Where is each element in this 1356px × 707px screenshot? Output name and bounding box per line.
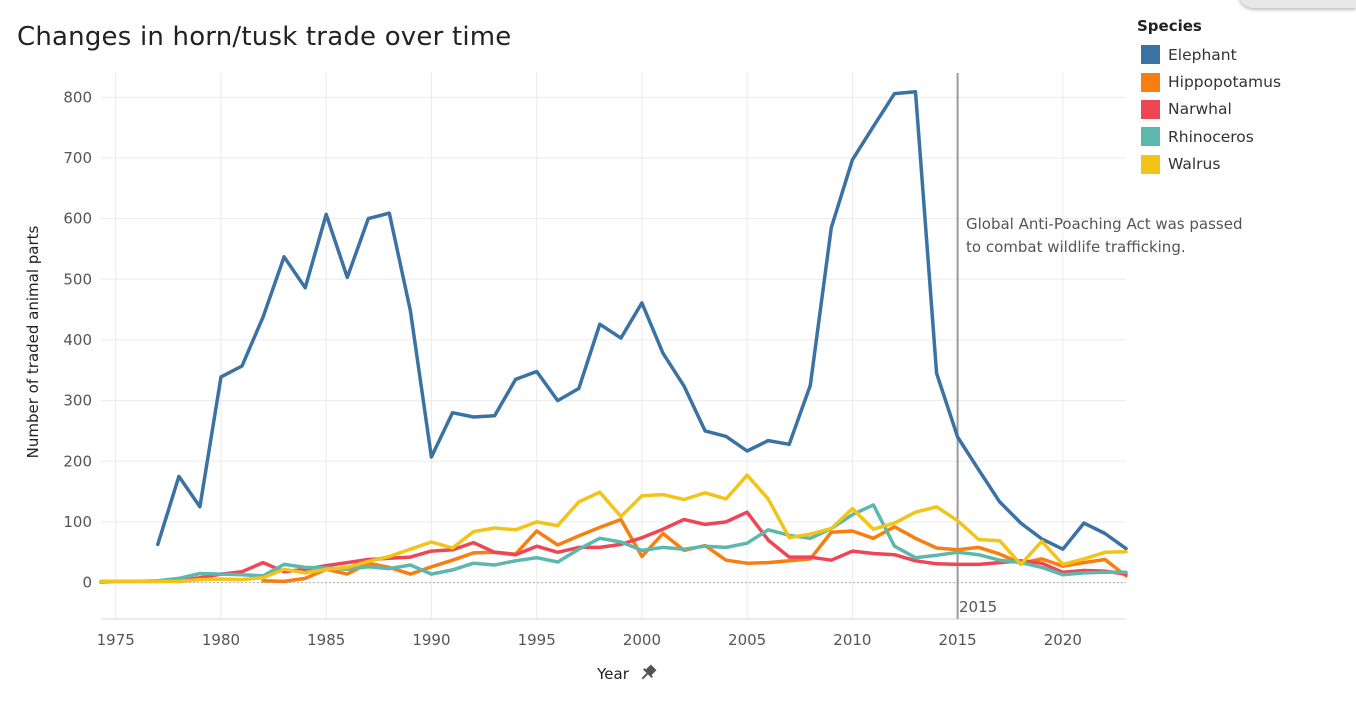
legend-swatch-hippopotamus [1141,72,1160,92]
legend-label: Narwhal [1168,100,1232,119]
legend-swatch-rhinoceros [1141,127,1160,147]
legend-item-hippopotamus[interactable]: Hippopotamus [1137,68,1337,95]
y-tick-label: 800 [63,88,92,106]
y-tick-label: 500 [63,270,92,288]
legend-label: Elephant [1168,45,1237,64]
y-tick-label: 100 [63,513,92,531]
y-tick-label: 300 [63,392,92,410]
x-tick-label: 2020 [1044,631,1082,649]
series-line-walrus[interactable] [99,473,1128,584]
x-tick-label: 1975 [97,631,135,649]
legend-swatch-elephant [1141,45,1160,65]
x-tick-label: 1990 [412,631,450,649]
legend-item-walrus[interactable]: Walrus [1137,151,1337,178]
pin-icon[interactable] [638,663,658,683]
series-line-hippopotamus[interactable] [261,517,1128,584]
legend-item-narwhal[interactable]: Narwhal [1137,96,1337,123]
legend-label: Walrus [1168,155,1221,174]
legend-swatch-narwhal [1141,99,1160,119]
axes: 0 100 200 300 400 500 600 700 800 1975 1980 1985 199… [63,88,1126,649]
y-tick-label: 400 [63,331,92,349]
x-tick-label: 1995 [518,631,556,649]
y-tick-label: 700 [63,149,92,167]
legend-label: Hippopotamus [1168,73,1282,92]
annotation-line-2: to combat wildlife trafficking. [966,238,1186,256]
chart-title: Changes in horn/tusk trade over time [17,22,512,52]
x-tick-label: 1980 [202,631,240,649]
legend-swatch-walrus [1141,154,1160,174]
x-tick-label: 2005 [728,631,766,649]
series-line-elephant[interactable] [156,90,1128,551]
series-lines [99,90,1128,584]
legend: Species Elephant Hippopotamus Narwhal Rh… [1137,17,1337,178]
legend-title: Species [1137,17,1202,35]
y-tick-label: 0 [82,574,92,592]
x-tick-label: 1985 [307,631,345,649]
series-line-rhinoceros[interactable] [99,503,1128,584]
reference-line-group: Global Anti-Poaching Act was passed to c… [956,73,1242,619]
x-tick-label: 2010 [833,631,871,649]
annotation-line-1: Global Anti-Poaching Act was passed [966,215,1242,233]
x-tick-label: 2015 [939,631,977,649]
x-axis-title: Year [596,665,630,683]
legend-label: Rhinoceros [1168,127,1254,146]
y-tick-label: 200 [63,452,92,470]
x-tick-label: 2000 [623,631,661,649]
legend-item-rhinoceros[interactable]: Rhinoceros [1137,123,1337,150]
y-axis-title: Number of traded animal parts [24,225,42,458]
y-tick-label: 600 [63,210,92,228]
window-corner-shadow [1238,0,1356,8]
legend-item-elephant[interactable]: Elephant [1137,41,1337,68]
reference-year-label: 2015 [959,598,997,616]
series-line-narwhal[interactable] [99,510,1128,584]
gridlines [101,73,1126,619]
